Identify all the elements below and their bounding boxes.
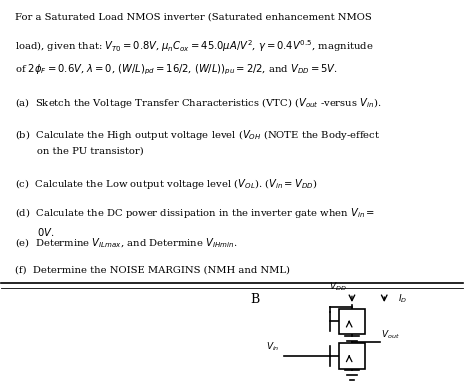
Text: load), given that: $V_{T0} = 0.8V$, $\mu_n C_{ox} = 45.0\mu A/V^2$, $\gamma = 0.: load), given that: $V_{T0} = 0.8V$, $\mu… [15, 38, 374, 54]
Text: (d)  Calculate the DC power dissipation in the inverter gate when $V_{in} =$: (d) Calculate the DC power dissipation i… [15, 206, 375, 220]
Text: (c)  Calculate the Low output voltage level ($V_{OL}$). ($V_{in} = V_{DD}$): (c) Calculate the Low output voltage lev… [15, 177, 318, 191]
Text: (b)  Calculate the High output voltage level ($V_{OH}$ (NOTE the Body-effect: (b) Calculate the High output voltage le… [15, 128, 381, 142]
Bar [339, 309, 365, 334]
Text: For a Saturated Load NMOS inverter (Saturated enhancement NMOS: For a Saturated Load NMOS inverter (Satu… [15, 13, 372, 22]
Text: $0V$.: $0V$. [15, 225, 55, 237]
Text: $V_{in}$: $V_{in}$ [266, 340, 279, 353]
Bar [339, 343, 365, 369]
Text: (e)  Determine $V_{ILmax}$, and Determine $V_{IHmin}$.: (e) Determine $V_{ILmax}$, and Determine… [15, 236, 237, 249]
Text: (a)  Sketch the Voltage Transfer Characteristics (VTC) ($V_{out}$ -versus $V_{in: (a) Sketch the Voltage Transfer Characte… [15, 96, 382, 110]
Text: $V_{out}$: $V_{out}$ [381, 328, 400, 341]
Text: (f)  Determine the NOISE MARGINS (NMH and NML): (f) Determine the NOISE MARGINS (NMH and… [15, 266, 290, 275]
Text: $V_{DD}$: $V_{DD}$ [329, 281, 347, 293]
Text: of $2\phi_F = 0.6V$, $\lambda = 0$, $(W/L)_{pd} = 16/2$, $(W/L))_{pu} = 2/2$, an: of $2\phi_F = 0.6V$, $\lambda = 0$, $(W/… [15, 63, 338, 78]
Text: B: B [250, 293, 260, 307]
Text: on the PU transistor): on the PU transistor) [15, 147, 144, 156]
Text: $I_D$: $I_D$ [398, 293, 407, 305]
